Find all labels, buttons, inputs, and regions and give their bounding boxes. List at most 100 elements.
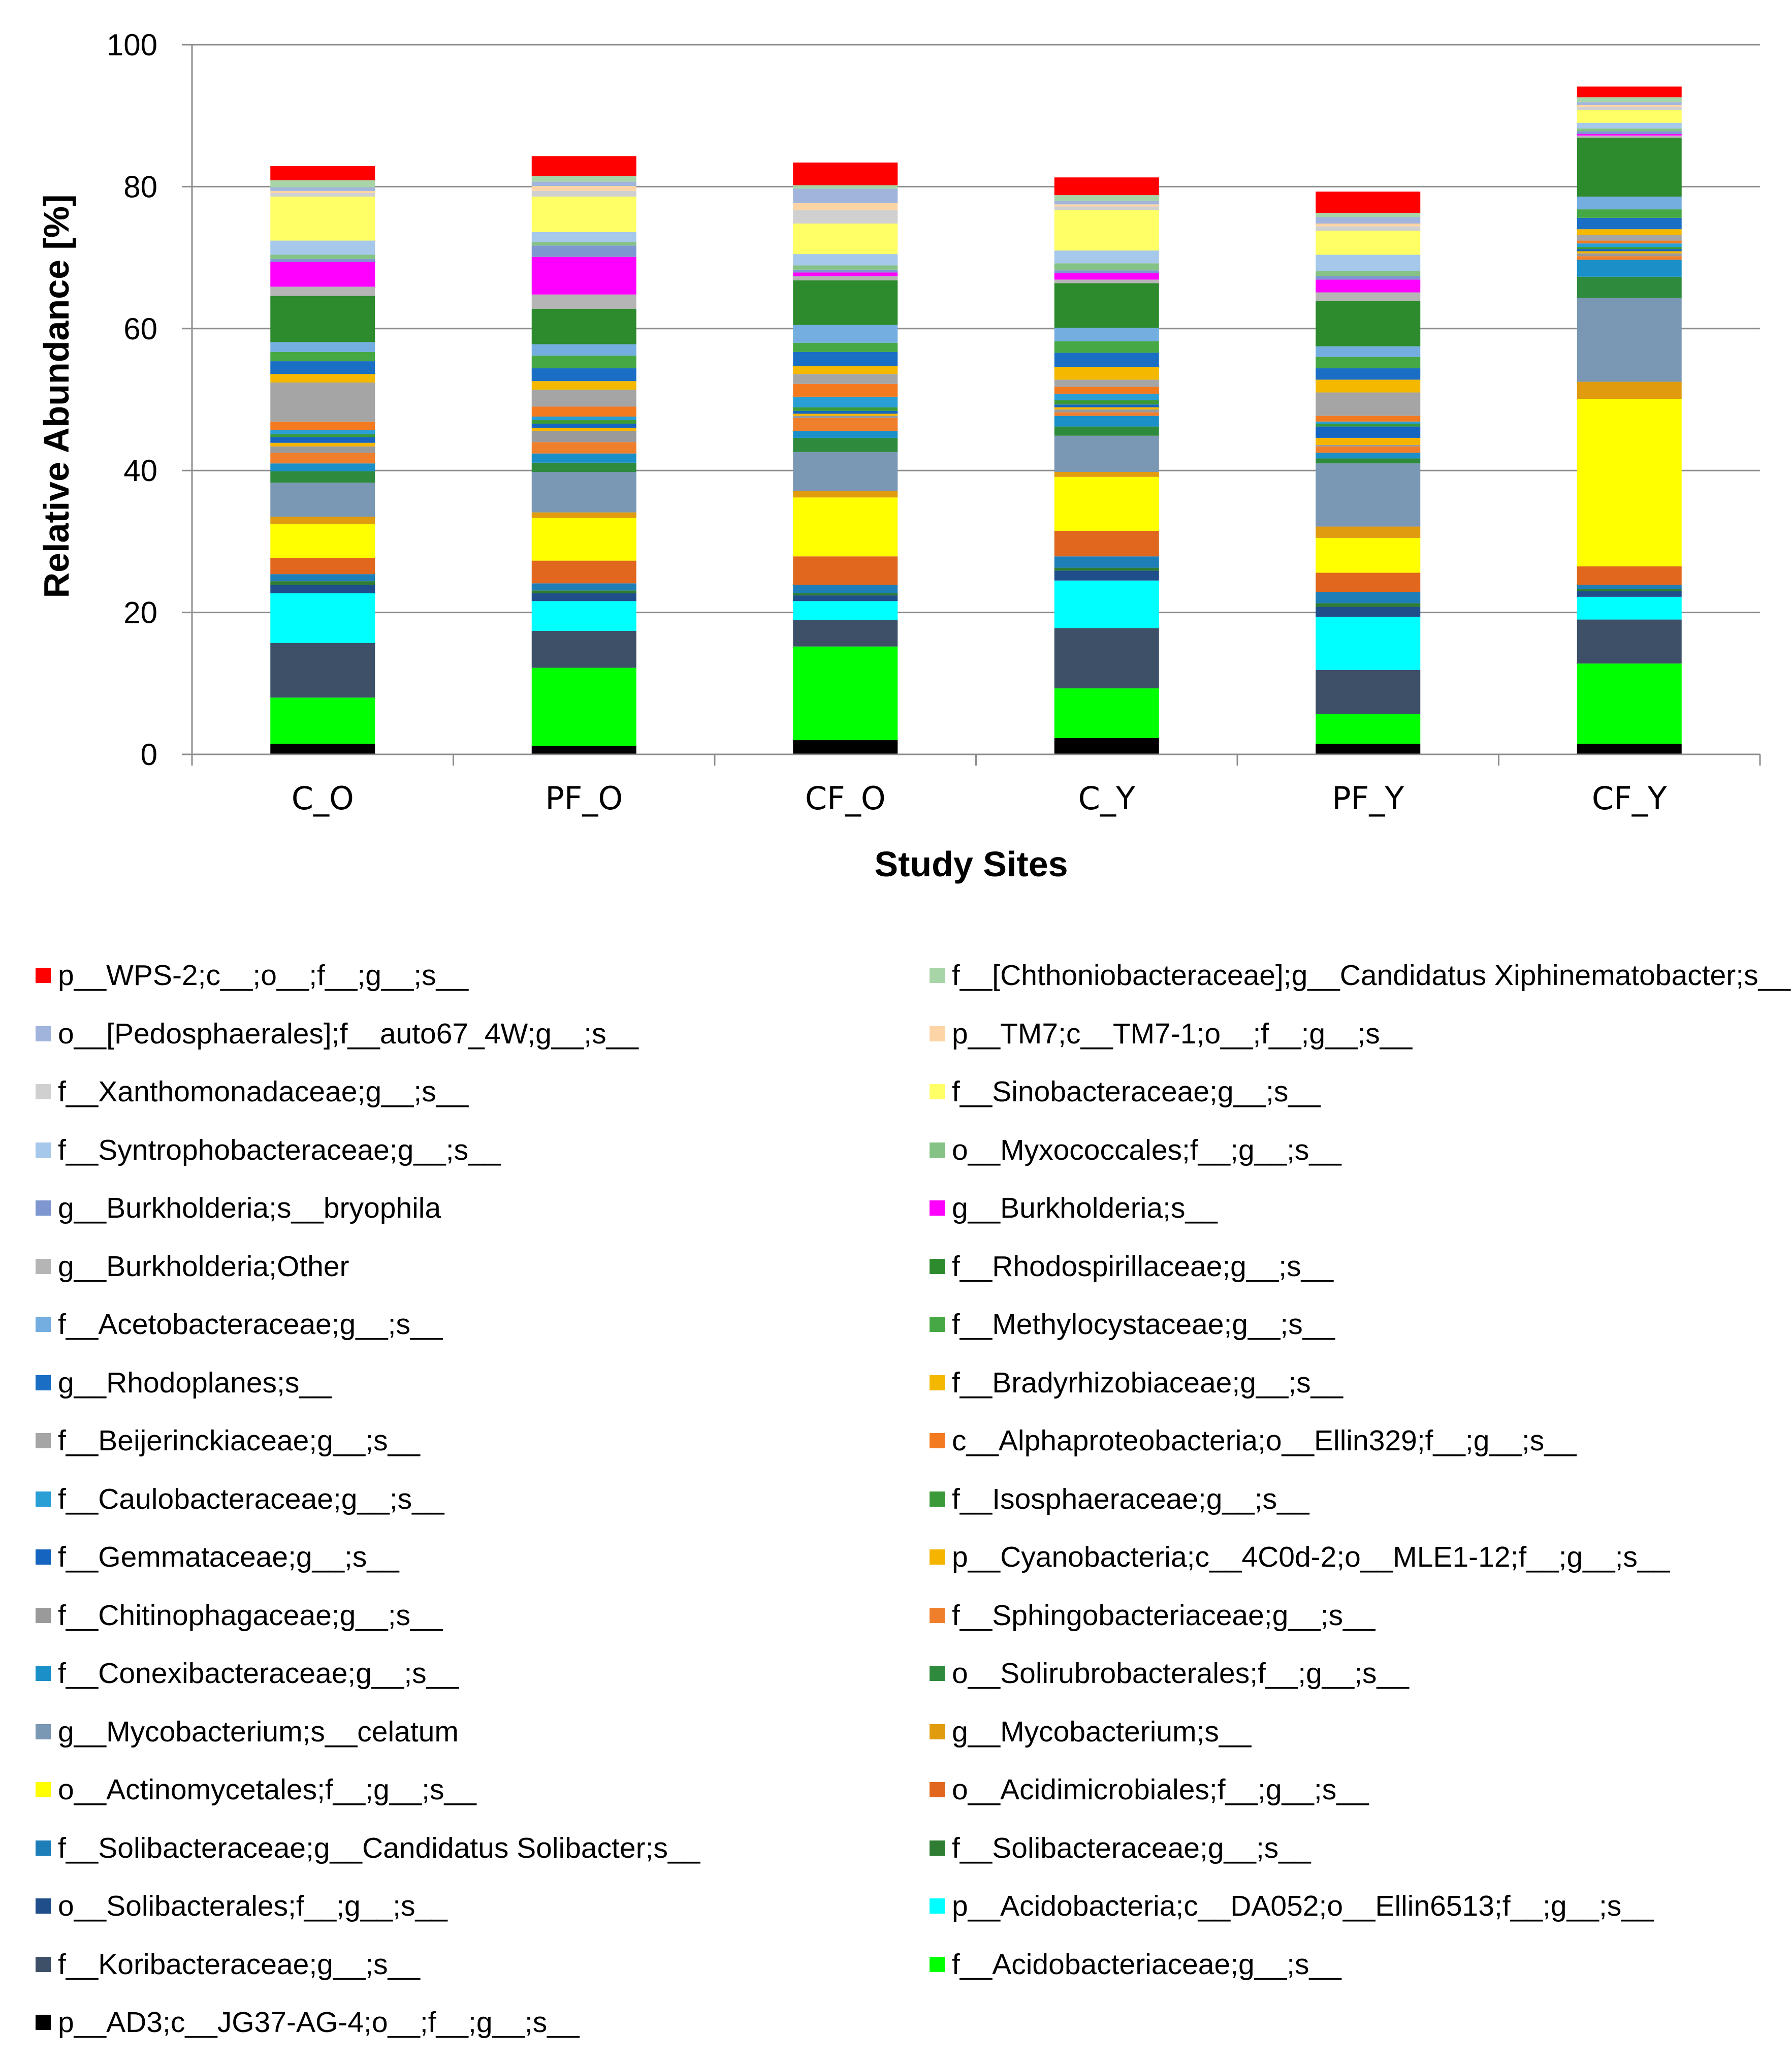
- legend-swatch: [36, 2015, 51, 2030]
- y-tick-label: 20: [123, 596, 157, 630]
- x-tick-label: PF_O: [545, 780, 623, 817]
- bar-segment: [270, 374, 375, 383]
- legend-item: f__Conexibacteraceae;g__;s__: [36, 1653, 459, 1694]
- bar-segment: [270, 287, 375, 296]
- bar-segment: [793, 556, 898, 585]
- legend-label: f__Gemmataceae;g__;s__: [58, 1541, 399, 1573]
- bar-segment: [270, 382, 375, 422]
- bar-segment: [531, 453, 636, 463]
- bar-segment: [1316, 446, 1421, 453]
- bar-segment: [1316, 423, 1421, 427]
- legend-label: g__Rhodoplanes;s__: [58, 1366, 332, 1399]
- legend-label: g__Burkholderia;Other: [58, 1250, 349, 1283]
- bar-segment: [793, 366, 898, 374]
- bar-segment: [793, 210, 898, 224]
- bar-segment: [531, 368, 636, 382]
- legend-swatch: [36, 1200, 51, 1216]
- legend-swatch: [36, 1840, 51, 1856]
- bar-segment: [531, 245, 636, 257]
- bar-segment: [531, 381, 636, 390]
- bar-segment: [270, 558, 375, 575]
- bar-segment: [1577, 253, 1682, 257]
- bar-segment: [1054, 195, 1159, 201]
- bar-segment: [270, 421, 375, 430]
- bar-segment: [1054, 570, 1159, 581]
- bar-segment: [531, 355, 636, 369]
- bar-segment: [531, 442, 636, 454]
- bar-segment: [531, 423, 636, 428]
- legend-swatch: [930, 1317, 945, 1332]
- bar-segment: [1054, 416, 1159, 427]
- bar-segment: [1316, 357, 1421, 369]
- legend-item: f__Acetobacteraceae;g__;s__: [36, 1304, 442, 1345]
- bar-segment: [793, 601, 898, 620]
- bar-segment: [270, 697, 375, 744]
- bar-segment: [531, 190, 636, 197]
- legend-label: f__Acetobacteraceae;g__;s__: [58, 1308, 443, 1341]
- bar-segment: [270, 190, 375, 193]
- bar-segment: [793, 595, 898, 601]
- legend-label: f__Koribacteraceae;g__;s__: [58, 1948, 421, 1981]
- legend-swatch: [36, 1666, 51, 1681]
- bar-segment: [531, 428, 636, 431]
- bar-segment: [531, 294, 636, 309]
- bar-segment: [1054, 177, 1159, 196]
- legend-item: o__Solibacterales;f__;g__;s__: [36, 1886, 447, 1926]
- bar-segment: [1316, 231, 1421, 255]
- bar-segment: [270, 482, 375, 517]
- bar-segment: [1054, 210, 1159, 251]
- legend-swatch: [36, 1084, 51, 1099]
- bar-segment: [793, 188, 898, 203]
- bar-segment: [1577, 276, 1682, 298]
- bar-segment: [1316, 453, 1421, 459]
- legend-item: p__Acidobacteria;c__DA052;o__Ellin6513;f…: [930, 1886, 1654, 1926]
- bar-segment: [793, 269, 898, 273]
- bar-segment: [1577, 235, 1682, 241]
- legend-item: g__Burkholderia;s__: [930, 1188, 1218, 1228]
- bar-segment: [531, 430, 636, 442]
- bar-segment: [1577, 131, 1682, 135]
- legend-item: g__Mycobacterium;s__: [930, 1711, 1251, 1752]
- legend-label: f__Xanthomonadaceae;g__;s__: [58, 1075, 469, 1108]
- legend-label: f__Bradyrhizobiaceae;g__;s__: [952, 1366, 1343, 1399]
- bar-segment: [1577, 260, 1682, 277]
- bar-segment: [270, 430, 375, 434]
- bar-segment: [1054, 206, 1159, 210]
- bar-segment: [1316, 301, 1421, 346]
- bar-segment: [1316, 346, 1421, 357]
- legend-label: f__Acidobacteriaceae;g__;s__: [952, 1948, 1341, 1981]
- bar-segment: [1054, 628, 1159, 689]
- legend-item: f__Rhodospirillaceae;g__;s__: [930, 1246, 1333, 1287]
- legend-label: o__Solibacterales;f__;g__;s__: [58, 1890, 447, 1922]
- legend-label: p__Cyanobacteria;c__4C0d-2;o__MLE1-12;f_…: [952, 1541, 1670, 1573]
- legend-item: f__Acidobacteriaceae;g__;s__: [930, 1944, 1341, 1985]
- bar-segment: [793, 272, 898, 276]
- bar-segment: [793, 410, 898, 414]
- y-tick-label: 0: [141, 738, 157, 772]
- legend-item: f__Sphingobacteriaceae;g__;s__: [930, 1595, 1375, 1636]
- bar-segment: [270, 342, 375, 352]
- bar-segment: [270, 361, 375, 374]
- bar-segment: [1316, 744, 1421, 754]
- bar-segment: [1054, 400, 1159, 405]
- legend-label: f__Solibacteraceae;g__Candidatus Solibac…: [58, 1831, 700, 1864]
- legend-swatch: [930, 1549, 945, 1565]
- bar-segment: [1577, 134, 1682, 136]
- bar-segment: [531, 583, 636, 591]
- bar-segment: [1054, 738, 1159, 754]
- bar-segment: [1054, 477, 1159, 531]
- legend-label: f__Chitinophagaceae;g__;s__: [58, 1599, 443, 1632]
- bar-segment: [1316, 603, 1421, 607]
- bar-segment: [1577, 585, 1682, 589]
- bar-segment: [1054, 341, 1159, 353]
- bar-segment: [1577, 102, 1682, 105]
- bar-segment: [270, 463, 375, 471]
- legend-label: p__TM7;c__TM7-1;o__;f__;g__;s__: [952, 1017, 1413, 1050]
- bar-segment: [1316, 421, 1421, 424]
- bar-segment: [793, 185, 898, 189]
- bar-segment: [270, 437, 375, 443]
- legend-item: f__Gemmataceae;g__;s__: [36, 1537, 399, 1577]
- legend-label: p__AD3;c__JG37-AG-4;o__;f__;g__;s__: [58, 2006, 580, 2039]
- bar-segment: [1054, 567, 1159, 571]
- bar-segment: [793, 491, 898, 498]
